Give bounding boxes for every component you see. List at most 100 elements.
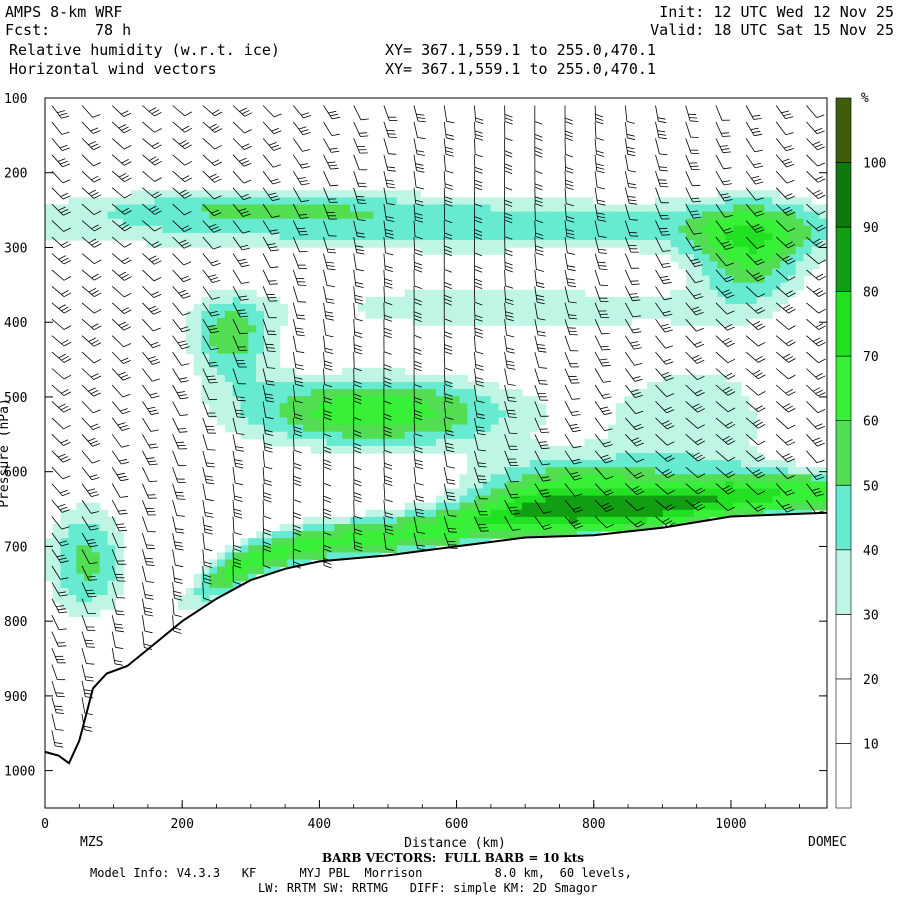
rh-cell bbox=[764, 275, 773, 284]
rh-cell bbox=[709, 311, 719, 319]
rh-cell bbox=[193, 580, 202, 589]
rh-cell bbox=[217, 374, 226, 383]
wind-barb bbox=[202, 450, 215, 468]
rh-cell bbox=[522, 524, 531, 532]
rh-cell bbox=[404, 211, 414, 220]
rh-cell bbox=[639, 396, 648, 404]
rh-cell bbox=[490, 218, 500, 227]
rh-cell bbox=[709, 261, 719, 269]
rh-cell bbox=[514, 474, 523, 482]
rh-cell bbox=[787, 240, 797, 248]
wind-barb bbox=[473, 237, 483, 257]
rh-cell bbox=[631, 240, 640, 248]
rh-cell bbox=[209, 303, 218, 312]
rh-cell bbox=[396, 445, 406, 454]
wind-barb bbox=[81, 615, 96, 631]
rh-cell bbox=[545, 296, 554, 305]
rh-cell bbox=[709, 289, 719, 298]
rh-cell bbox=[662, 410, 672, 419]
rh-cell bbox=[514, 204, 523, 213]
rh-cell bbox=[725, 488, 734, 497]
rh-cell bbox=[107, 566, 116, 575]
wind-barb bbox=[806, 466, 825, 480]
rh-cell bbox=[631, 396, 640, 404]
rh-cell bbox=[193, 311, 202, 319]
rh-cell bbox=[201, 318, 210, 326]
rh-cell bbox=[709, 474, 719, 482]
rh-cell bbox=[741, 481, 750, 490]
rh-cell bbox=[709, 247, 719, 255]
rh-cell bbox=[717, 410, 726, 419]
rh-cell bbox=[84, 559, 93, 568]
rh-cell bbox=[436, 389, 445, 397]
rh-cell bbox=[209, 232, 218, 241]
wind-barb bbox=[292, 138, 311, 152]
rh-cell bbox=[52, 552, 62, 561]
rh-cell bbox=[655, 453, 664, 461]
wind-barb bbox=[383, 335, 392, 355]
rh-cell bbox=[686, 282, 695, 291]
wind-barb bbox=[323, 236, 337, 254]
rh-cell bbox=[45, 566, 54, 575]
rh-cell bbox=[201, 339, 210, 348]
wind-barb bbox=[715, 138, 732, 154]
rh-cell bbox=[686, 218, 695, 227]
rh-cell bbox=[264, 339, 273, 348]
rh-cell bbox=[350, 410, 359, 419]
rh-cell bbox=[224, 580, 234, 589]
rh-cell bbox=[420, 289, 429, 298]
rh-cell bbox=[631, 410, 640, 419]
rh-cell bbox=[475, 431, 484, 440]
rh-cell bbox=[459, 531, 468, 539]
rh-cell bbox=[725, 296, 734, 305]
rh-cell bbox=[803, 467, 812, 475]
wind-barb bbox=[413, 417, 423, 437]
rh-cell bbox=[623, 445, 633, 454]
rh-cell bbox=[326, 516, 335, 525]
wind-barb bbox=[413, 401, 423, 421]
rh-cell bbox=[522, 509, 531, 518]
wind-barb bbox=[232, 467, 243, 486]
rh-cell bbox=[780, 232, 789, 241]
rh-cell bbox=[748, 247, 758, 255]
rh-cell bbox=[717, 211, 726, 220]
wind-barb bbox=[775, 335, 796, 347]
rh-cell bbox=[655, 424, 664, 433]
rh-cell bbox=[342, 552, 351, 561]
rh-cell bbox=[639, 431, 648, 440]
rh-cell bbox=[420, 509, 429, 518]
rh-cell bbox=[76, 566, 85, 575]
rh-cell bbox=[248, 289, 257, 298]
rh-cell bbox=[412, 431, 421, 440]
wind-barb bbox=[142, 351, 161, 365]
rh-cell bbox=[467, 502, 476, 511]
terrain-line bbox=[45, 511, 827, 765]
rh-cell bbox=[326, 374, 335, 383]
rh-cell bbox=[772, 275, 781, 284]
rh-cell bbox=[467, 424, 476, 433]
rh-cell bbox=[459, 516, 468, 525]
rh-cell bbox=[592, 311, 601, 319]
rh-cell bbox=[84, 197, 93, 206]
rh-cell bbox=[91, 552, 101, 561]
rh-cell bbox=[232, 374, 242, 383]
rh-cell bbox=[694, 467, 703, 475]
rh-cell bbox=[725, 261, 734, 269]
rh-cell bbox=[224, 545, 234, 553]
rh-cell bbox=[686, 275, 695, 284]
wind-barb bbox=[81, 138, 101, 151]
rh-cell bbox=[365, 382, 374, 390]
rh-cell bbox=[404, 389, 414, 397]
rh-cell bbox=[232, 580, 242, 589]
rh-cell bbox=[662, 453, 672, 461]
rh-cell bbox=[576, 516, 586, 525]
wind-barb bbox=[745, 154, 764, 169]
fcst-label: Fcst: bbox=[5, 21, 51, 39]
rh-cell bbox=[240, 318, 249, 326]
rh-cell bbox=[498, 311, 507, 319]
wind-barb bbox=[775, 203, 795, 216]
rh-cell bbox=[584, 311, 593, 319]
rh-cell bbox=[84, 538, 93, 546]
barb-note: BARB VECTORS: FULL BARB = 10 kts bbox=[322, 851, 585, 865]
rh-cell bbox=[373, 410, 382, 419]
